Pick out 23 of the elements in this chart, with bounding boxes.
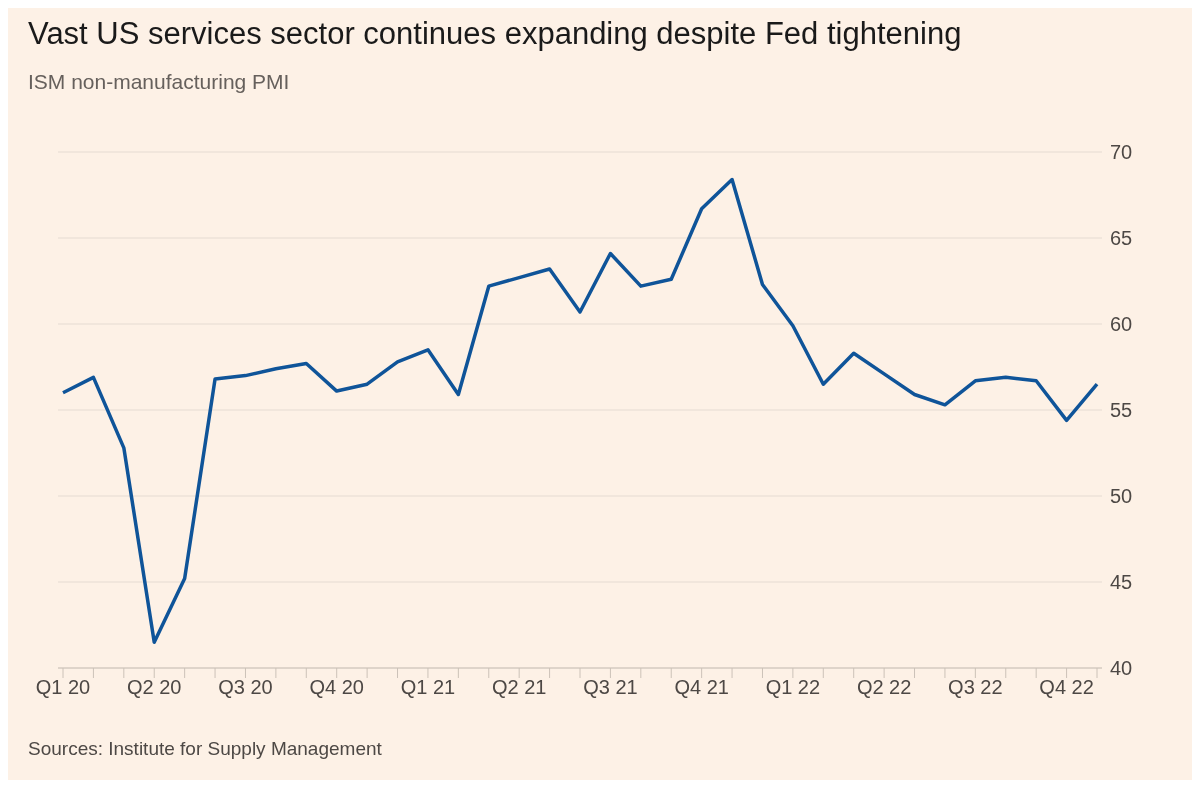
y-tick-label: 45 xyxy=(1110,571,1133,594)
x-tick-label: Q4 20 xyxy=(309,676,364,699)
x-tick-label: Q2 22 xyxy=(856,676,912,699)
y-tick-label: 65 xyxy=(1110,227,1133,250)
x-tick-label: Q1 20 xyxy=(35,676,91,699)
x-tick-label: Q1 21 xyxy=(400,676,456,699)
y-tick-label: 40 xyxy=(1110,657,1133,680)
y-tick-label: 55 xyxy=(1110,399,1133,422)
x-tick-label: Q3 20 xyxy=(218,676,273,699)
y-tick-label: 70 xyxy=(1110,141,1133,164)
x-tick-label: Q3 21 xyxy=(583,676,638,699)
chart-title: Vast US services sector continues expanding despite Fed tightening xyxy=(28,16,962,52)
y-tick-label: 50 xyxy=(1110,485,1133,508)
x-tick-label: Q2 21 xyxy=(491,676,547,699)
x-tick-label: Q4 22 xyxy=(1039,676,1094,699)
x-tick-label: Q3 22 xyxy=(948,676,1003,699)
x-tick-label: Q4 21 xyxy=(674,676,729,699)
line-series xyxy=(61,177,1099,644)
x-tick-label: Q1 22 xyxy=(765,676,821,699)
y-tick-label: 60 xyxy=(1110,313,1133,336)
chart-subtitle: ISM non-manufacturing PMI xyxy=(28,70,290,94)
source-note: Sources: Institute for Supply Management xyxy=(28,738,382,760)
x-tick-label: Q2 20 xyxy=(126,676,182,699)
